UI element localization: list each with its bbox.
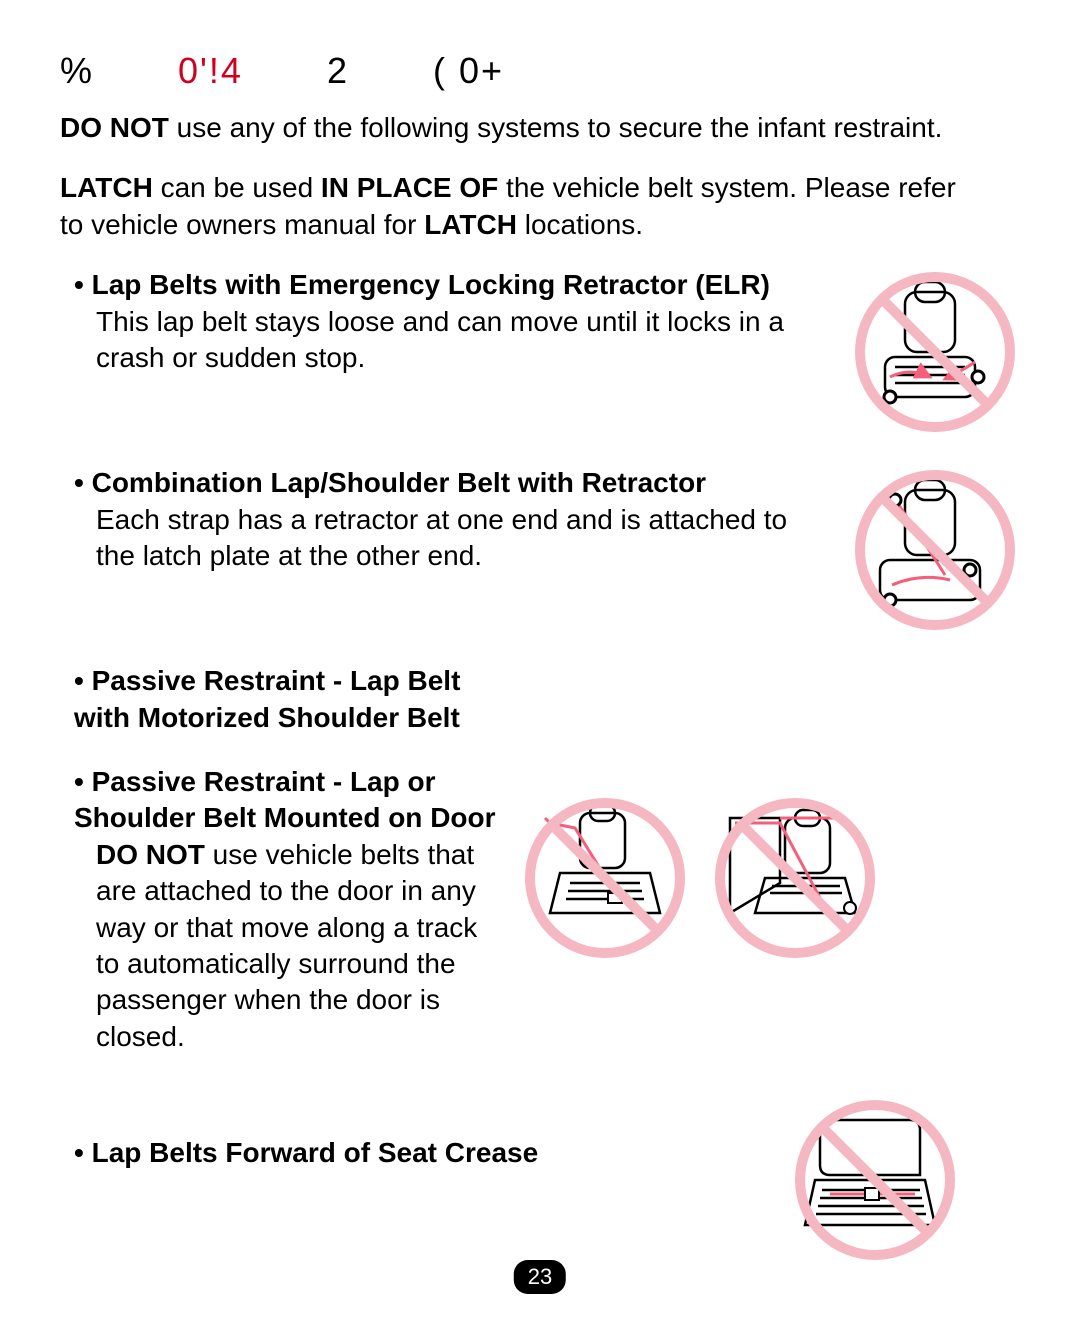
item-title: Lap Belts with Emergency Locking Retract… xyxy=(74,267,830,303)
hdr-p2: 2 xyxy=(327,50,349,91)
item-body: DO NOT use vehicle belts that are attach… xyxy=(74,837,500,1055)
intro-line-2: LATCH can be used IN PLACE OF the vehicl… xyxy=(60,170,980,243)
prohibit-icon xyxy=(710,793,880,963)
prohibit-illustration-elr xyxy=(850,267,1020,437)
illustration-pair xyxy=(520,793,880,963)
i2b1: LATCH xyxy=(60,172,153,203)
item-text: Passive Restraint - Lap Belt with Motori… xyxy=(60,663,500,1055)
item-body-bold: DO NOT xyxy=(96,839,205,870)
item-body: This lap belt stays loose and can move u… xyxy=(74,304,830,377)
prohibit-icon xyxy=(790,1095,960,1265)
prohibit-illustration-combo xyxy=(850,465,1020,635)
item-text: Lap Belts with Emergency Locking Retract… xyxy=(60,267,830,376)
prohibit-illustration-forward-crease xyxy=(790,1095,960,1265)
item-title: Passive Restraint - Lap or Shoulder Belt… xyxy=(74,764,500,837)
item-title: Combination Lap/Shoulder Belt with Retra… xyxy=(74,465,830,501)
i2b3: LATCH xyxy=(424,209,517,240)
list-item: Lap Belts Forward of Seat Crease xyxy=(60,1095,1020,1265)
intro-line-1: DO NOT use any of the following systems … xyxy=(60,110,1020,146)
i2t3: locations. xyxy=(517,209,643,240)
list-item: Combination Lap/Shoulder Belt with Retra… xyxy=(60,465,1020,635)
item-title: Passive Restraint - Lap Belt with Motori… xyxy=(74,663,500,736)
list-item: Lap Belts with Emergency Locking Retract… xyxy=(60,267,1020,437)
prohibit-icon xyxy=(850,465,1020,635)
hdr-p3: ( 0+ xyxy=(433,50,504,91)
i2t1: can be used xyxy=(153,172,321,203)
prohibit-icon xyxy=(520,793,690,963)
item-body: Each strap has a retractor at one end an… xyxy=(74,502,830,575)
item-body-rest: use vehicle belts that are attached to t… xyxy=(96,839,477,1052)
prohibit-illustration-motorized xyxy=(520,793,690,963)
item-text: Combination Lap/Shoulder Belt with Retra… xyxy=(60,465,830,574)
i2b2: IN PLACE OF xyxy=(321,172,498,203)
item-text: Lap Belts Forward of Seat Crease xyxy=(60,1095,730,1171)
page-header: % 0'!4 2 ( 0+ xyxy=(60,50,1020,92)
intro1-rest: use any of the following systems to secu… xyxy=(169,112,943,143)
hdr-p1: % xyxy=(60,50,94,91)
item-title: Lap Belts Forward of Seat Crease xyxy=(74,1135,730,1171)
prohibit-illustration-door-mount xyxy=(710,793,880,963)
prohibit-icon xyxy=(850,267,1020,437)
intro1-bold: DO NOT xyxy=(60,112,169,143)
page-number: 23 xyxy=(514,1260,566,1294)
list-item-group: Passive Restraint - Lap Belt with Motori… xyxy=(60,663,1020,1055)
hdr-red: 0'!4 xyxy=(178,50,243,91)
